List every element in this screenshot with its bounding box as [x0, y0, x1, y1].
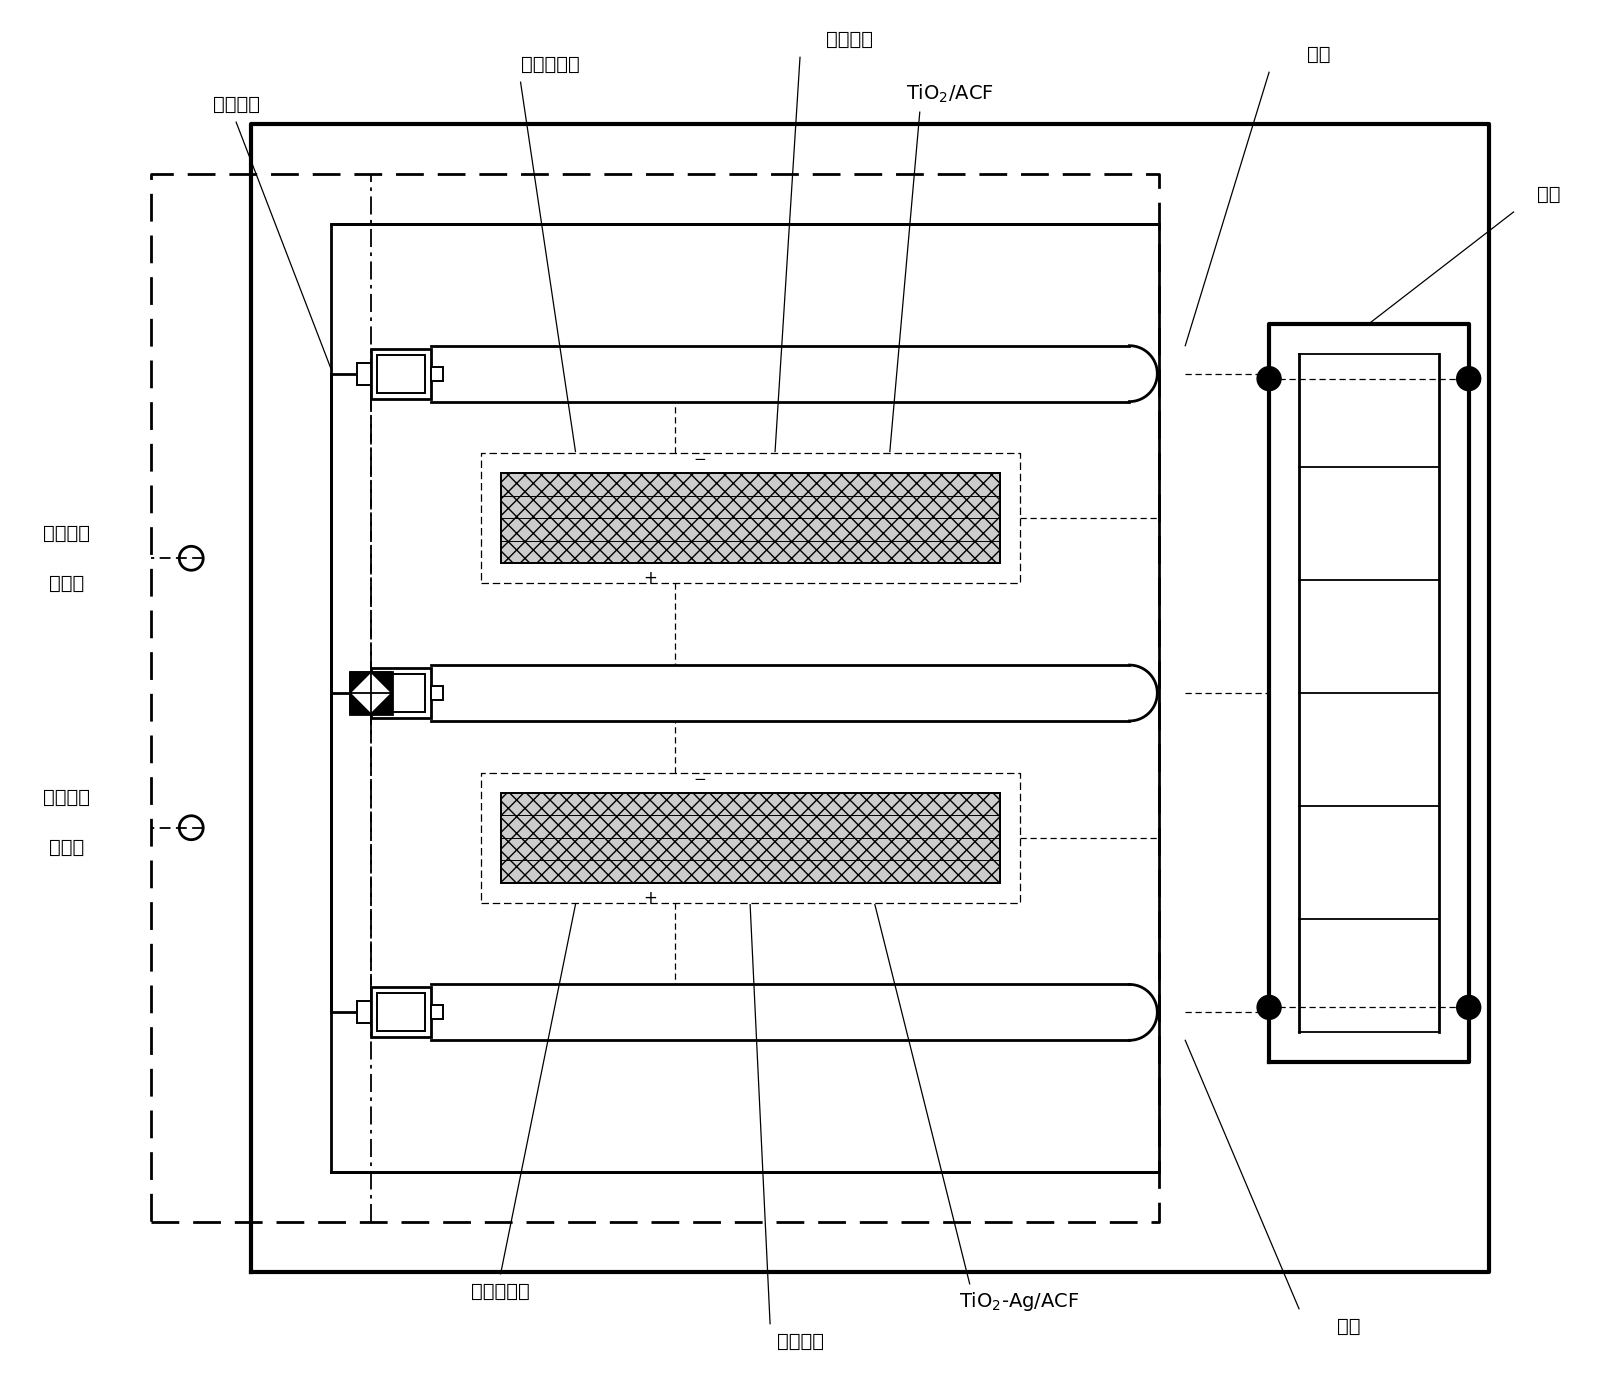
Circle shape [1457, 366, 1480, 390]
Polygon shape [371, 692, 392, 715]
Text: +: + [644, 889, 657, 907]
Bar [376, 674, 424, 712]
Text: −: − [694, 772, 707, 787]
Text: 固体电解质: 固体电解质 [521, 54, 579, 74]
Text: 阴端口: 阴端口 [48, 574, 84, 593]
Text: 灯管电源: 灯管电源 [213, 95, 260, 114]
Bar [371, 988, 431, 1038]
Bar [500, 793, 999, 883]
Text: 灯管: 灯管 [1336, 1318, 1361, 1336]
Circle shape [1257, 996, 1282, 1020]
Bar [500, 474, 999, 563]
Bar [357, 683, 371, 703]
Bar [371, 348, 431, 398]
Polygon shape [350, 692, 371, 715]
Text: TiO$_2$-Ag/ACF: TiO$_2$-Ag/ACF [959, 1290, 1080, 1314]
Text: 阳端口: 阳端口 [48, 839, 84, 857]
Text: 导电粘胶: 导电粘胶 [776, 1332, 823, 1351]
Text: TiO$_2$/ACF: TiO$_2$/ACF [905, 84, 994, 106]
Bar [371, 669, 431, 717]
Text: 风扇: 风扇 [1537, 184, 1561, 203]
Circle shape [1457, 996, 1480, 1020]
Bar [500, 474, 999, 563]
Circle shape [1257, 366, 1282, 390]
Bar [350, 671, 392, 715]
Text: 导电粘胶: 导电粘胶 [826, 29, 873, 49]
Polygon shape [371, 671, 392, 692]
Text: −: − [694, 453, 707, 468]
Text: 灯管: 灯管 [1307, 45, 1330, 64]
Bar [431, 685, 442, 701]
Bar [431, 366, 442, 380]
Text: 固体电解质: 固体电解质 [471, 1283, 529, 1301]
Polygon shape [350, 671, 371, 692]
Bar [431, 1006, 442, 1020]
Text: 复合电极: 复合电极 [44, 788, 90, 808]
Bar [357, 1002, 371, 1024]
Bar [357, 362, 371, 384]
Text: +: + [644, 570, 657, 588]
Bar [376, 993, 424, 1031]
Bar [376, 355, 424, 393]
Bar [500, 793, 999, 883]
Text: 复合电极: 复合电极 [44, 524, 90, 543]
